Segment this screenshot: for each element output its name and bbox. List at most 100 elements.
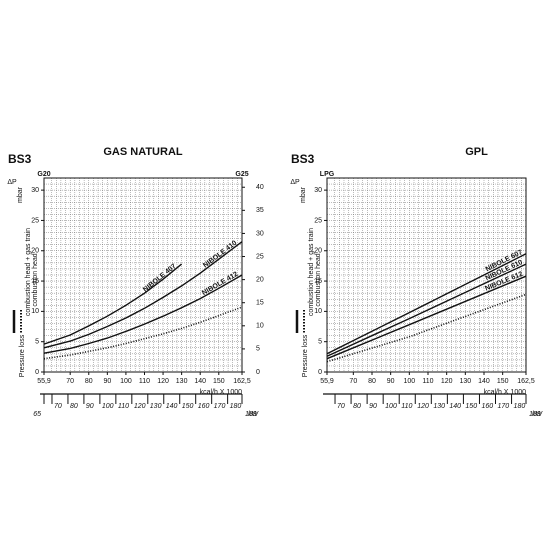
x2-tick-label: 100: [385, 403, 397, 410]
x-tick-label: 90: [103, 378, 111, 385]
y-tick-label: 0: [35, 369, 39, 376]
x2-tick-label: 130: [433, 403, 445, 410]
x-tick-label: 162,5: [517, 378, 535, 385]
x-tick-label: 150: [213, 378, 225, 385]
series-line: [43, 263, 183, 345]
x2-tick-label: 140: [166, 403, 178, 410]
x2-tick-label: 80: [353, 403, 361, 410]
y-gas: LPG: [320, 171, 335, 178]
y-tick-label: 30: [314, 187, 322, 194]
x-label: kcal/h X 1000: [200, 389, 243, 396]
x2-tick-label: 110: [118, 403, 129, 410]
x2-tick-label: 160: [198, 403, 210, 410]
x-tick-label: 100: [120, 378, 132, 385]
y-tick-label: 15: [31, 278, 39, 285]
y2-tick-label: 35: [256, 207, 264, 214]
y-tick-label: 5: [35, 339, 39, 346]
x2-tick-label: 110: [401, 403, 412, 410]
y2-tick-label: 20: [256, 276, 264, 283]
x-tick-label: 140: [194, 378, 206, 385]
y2-tick-label: 0: [256, 369, 260, 376]
x2-tick-label: 80: [70, 403, 78, 410]
series-line: [326, 263, 527, 357]
x2-tick-label: 160: [481, 403, 493, 410]
x2-tick-label: 170: [214, 403, 226, 410]
y-gas: G20: [37, 171, 50, 178]
x-tick-label: 150: [497, 378, 509, 385]
y2-tick-label: 25: [256, 253, 264, 260]
x-tick-label: 100: [403, 378, 415, 385]
y-symbol: ΔP: [7, 179, 17, 186]
x-tick-label: 140: [478, 378, 490, 385]
y-symbol: ΔP: [290, 179, 300, 186]
x-tick-label: 110: [422, 378, 433, 385]
y-tick-label: 10: [314, 308, 322, 315]
x2-tick-label: 70: [337, 403, 345, 410]
x-tick-label: 120: [157, 378, 169, 385]
legend-text: combustion head: [315, 253, 322, 306]
y2-tick-label: 30: [256, 230, 264, 237]
chart-title: GAS NATURAL: [103, 146, 183, 158]
series-line: [43, 241, 243, 349]
series-line: [326, 293, 527, 363]
chart-title: GPL: [465, 146, 488, 158]
x-tick-label: 55,9: [320, 378, 334, 385]
x2-tick-label: 70: [54, 403, 62, 410]
x2-tick-label: 150: [465, 403, 477, 410]
series-line: [326, 253, 527, 355]
y-tick-label: 25: [31, 217, 39, 224]
x-tick-label: 70: [66, 378, 74, 385]
y-tick-label: 15: [314, 278, 322, 285]
legend-text: combustion head + gas train: [308, 228, 315, 316]
x-tick-label: 120: [441, 378, 453, 385]
y-tick-label: 25: [314, 217, 322, 224]
x2-tick-label: 90: [86, 403, 94, 410]
x-tick-label: 110: [139, 378, 150, 385]
x-tick-label: 70: [349, 378, 357, 385]
x-tick-label: 55,9: [37, 378, 51, 385]
x2-tick-label: 120: [134, 403, 146, 410]
x-tick-label: 162,5: [233, 378, 251, 385]
legend-text: combustion head + gas train: [25, 228, 32, 316]
y-tick-label: 0: [318, 369, 322, 376]
x2-tick-label: 170: [498, 403, 510, 410]
y-unit: mbar: [17, 186, 24, 203]
y2-tick-label: 15: [256, 300, 264, 307]
legend-text: Pressure loss: [19, 334, 26, 377]
x2-label: kW: [248, 411, 260, 418]
series-line: [43, 274, 243, 354]
x2-tick-label: 65: [33, 411, 41, 418]
y-unit: mbar: [300, 186, 307, 203]
x2-label: kW: [532, 411, 544, 418]
y2-tick-label: 5: [256, 346, 260, 353]
x2-tick-label: 189: [529, 411, 541, 418]
x-tick-label: 80: [85, 378, 93, 385]
x2-tick-label: 130: [150, 403, 162, 410]
x2-tick-label: 100: [102, 403, 114, 410]
panel-label: BS3: [8, 152, 32, 166]
x-tick-label: 90: [387, 378, 395, 385]
x2-tick-label: 90: [369, 403, 377, 410]
y2-tick-label: 10: [256, 323, 264, 330]
x2-tick-label: 150: [182, 403, 194, 410]
x-label: kcal/h X 1000: [484, 389, 527, 396]
x2-tick-label: 189: [245, 411, 257, 418]
series-line: [43, 306, 243, 360]
x2-tick-label: 180: [514, 403, 526, 410]
x-tick-label: 130: [459, 378, 471, 385]
x2-tick-label: 140: [449, 403, 461, 410]
y-tick-label: 5: [318, 339, 322, 346]
y-tick-label: 10: [31, 308, 39, 315]
x2-tick-label: 120: [417, 403, 429, 410]
y-tick-label: 20: [314, 248, 322, 255]
series-line: [326, 275, 527, 360]
y2-gas: G25: [235, 171, 248, 178]
y-tick-label: 20: [31, 248, 39, 255]
legend-text: Pressure loss: [302, 334, 309, 377]
y2-tick-label: 40: [256, 184, 264, 191]
y-tick-label: 30: [31, 187, 39, 194]
panel-label: BS3: [291, 152, 315, 166]
plot-frame: [326, 177, 527, 373]
series-label: NIBOLE 410: [202, 240, 238, 270]
